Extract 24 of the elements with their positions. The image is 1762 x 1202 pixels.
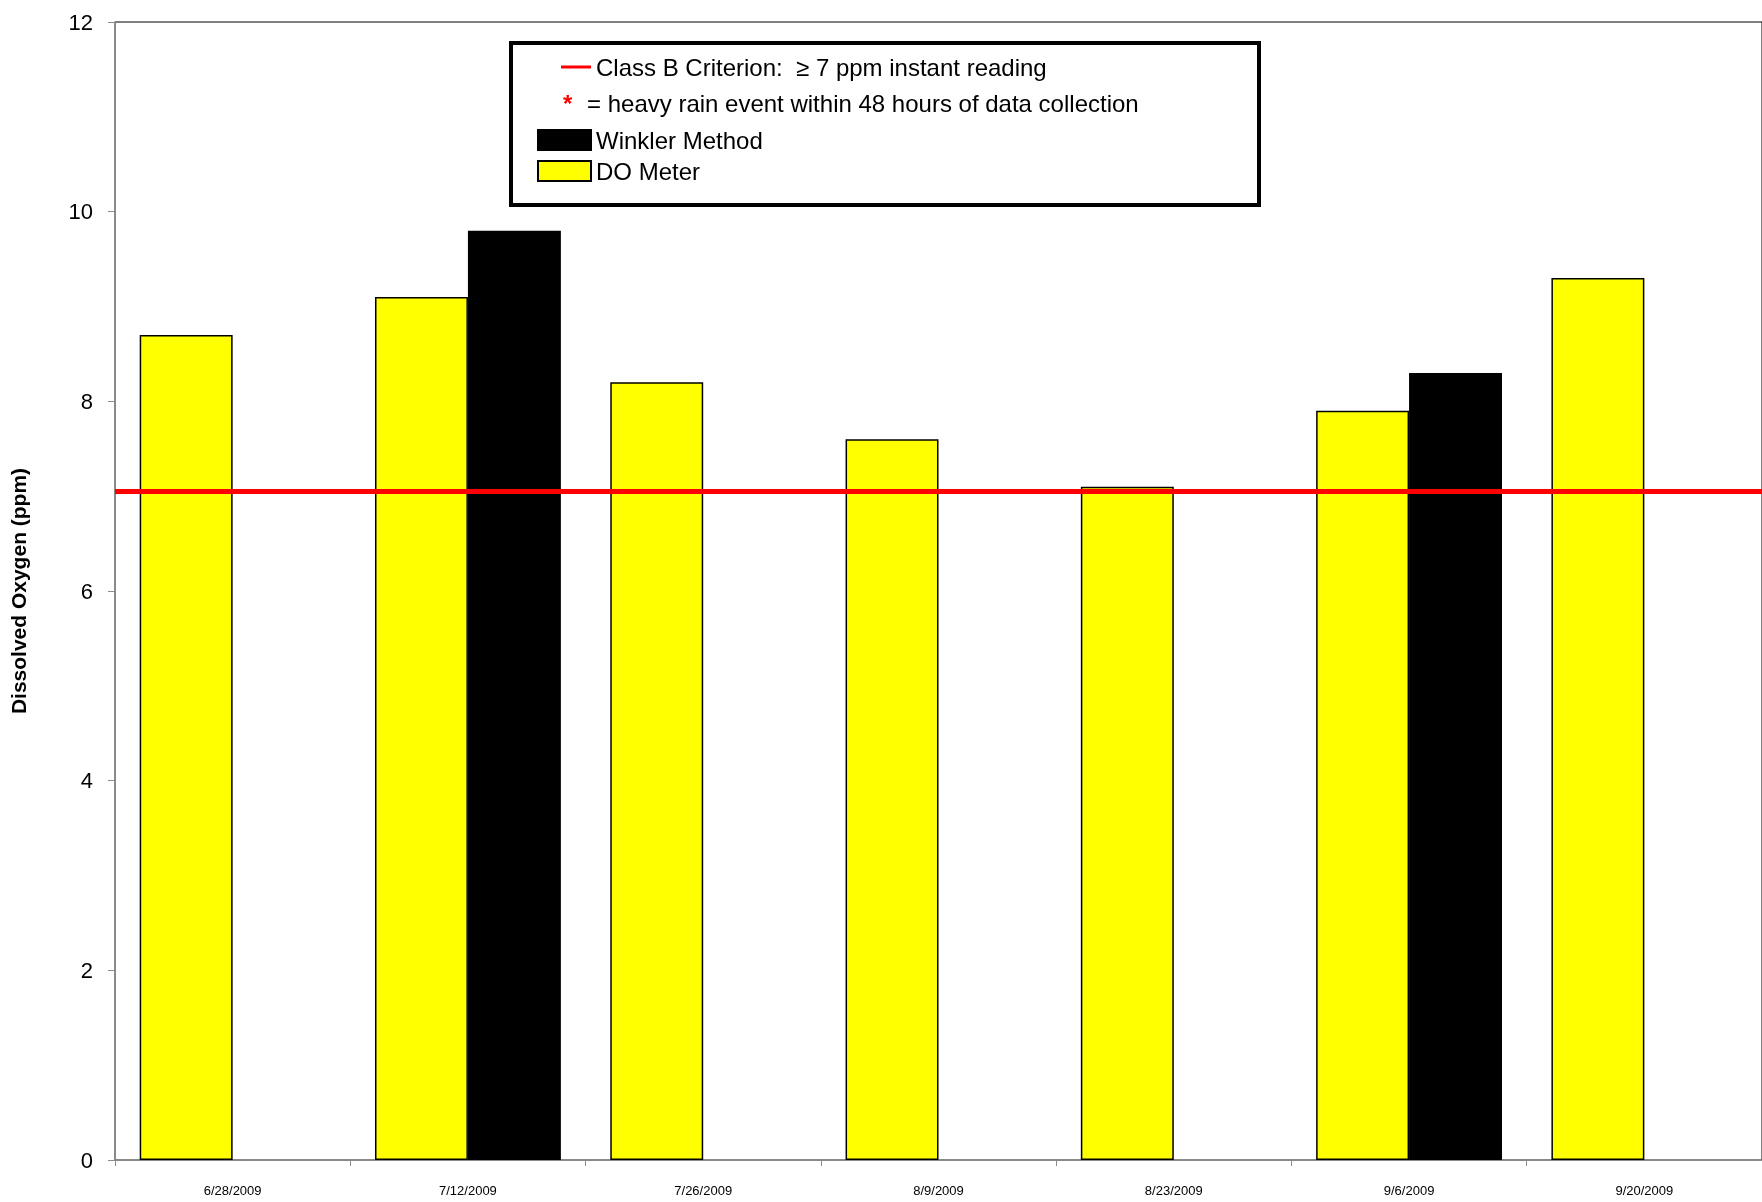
bar: [610, 382, 704, 1160]
legend-label: DO Meter: [596, 157, 701, 185]
y-tick-label: 10: [68, 199, 93, 225]
x-tick-label: 7/12/2009: [439, 1183, 497, 1198]
x-tick-label: 8/9/2009: [913, 1183, 964, 1198]
legend-label: Class B Criterion: ≥ 7 ppm instant reading: [596, 53, 1047, 81]
annotation: * = heavy rain event within 48 hours of data collection: [563, 89, 1139, 117]
y-tick-label: 6: [80, 578, 93, 604]
y-tick-label: 12: [68, 9, 93, 35]
legend-label: Winkler Method: [596, 126, 763, 154]
bar: [1080, 486, 1174, 1160]
y-tick-label: 8: [80, 388, 93, 414]
x-tick-label: 6/28/2009: [203, 1183, 262, 1198]
y-axis-title: Dissolved Oxygen (ppm): [7, 467, 30, 715]
bar: [139, 334, 233, 1160]
y-tick-label: 2: [80, 957, 93, 983]
bar: [845, 439, 939, 1160]
x-tick-label: 8/23/2009: [1144, 1183, 1203, 1198]
x-tick-label: 7/26/2009: [674, 1183, 733, 1198]
bar: [1551, 278, 1645, 1160]
x-tick-label: 9/20/2009: [1615, 1183, 1674, 1198]
y-tick-label: 4: [80, 768, 93, 794]
y-tick-label: 0: [80, 1147, 93, 1173]
x-tick-label: 9/6/2009: [1383, 1183, 1435, 1198]
